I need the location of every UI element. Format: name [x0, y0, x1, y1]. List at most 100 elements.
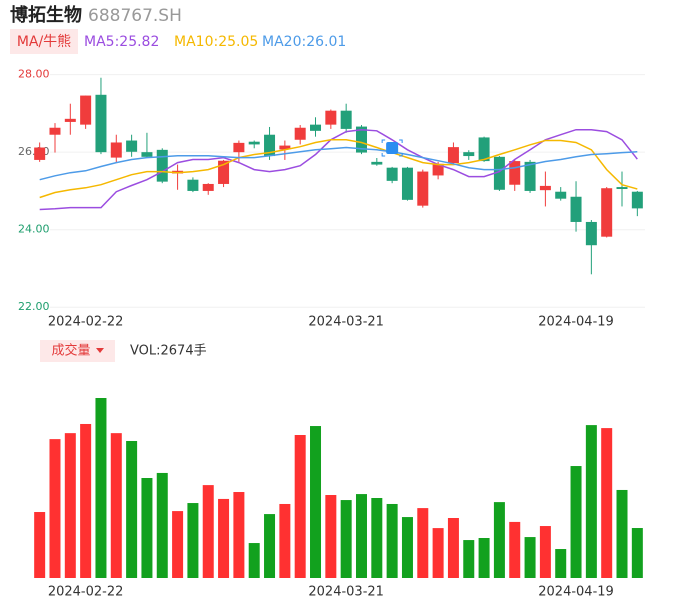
candle-body [585, 221, 597, 246]
candle-body [187, 179, 199, 191]
candle-body [49, 127, 61, 135]
candle-body [156, 149, 168, 182]
volume-bar [202, 485, 214, 578]
volume-dropdown-bg[interactable] [40, 340, 115, 362]
volume-bar [493, 502, 505, 578]
volume-label: VOL:2674手 [130, 344, 207, 359]
volume-bar [126, 440, 138, 578]
ma-line [39, 146, 638, 181]
candle-body [493, 156, 505, 190]
stock-name: 博拓生物 [10, 4, 82, 26]
volume-bar [386, 503, 398, 578]
candle-body [417, 171, 429, 206]
volume-bar [417, 508, 429, 578]
x-tick-label: 2024-03-21 [308, 585, 384, 600]
volume-bar [340, 500, 352, 578]
volume-bar [141, 478, 153, 578]
candle-body [631, 191, 643, 209]
volume-bar [401, 517, 413, 578]
candle-body [570, 196, 582, 222]
volume-bar [432, 528, 444, 578]
volume-bar [478, 538, 490, 578]
volume-bar [218, 498, 230, 578]
candle-body [371, 161, 383, 165]
candle-body [279, 145, 291, 150]
stock-code: 688767.SH [88, 6, 182, 26]
y-tick-label: 22.00 [18, 300, 50, 313]
volume-bar [463, 540, 475, 578]
hover-marker [386, 142, 399, 154]
candle-body [340, 110, 352, 129]
candle-body [539, 185, 551, 191]
legend-entry: MA20:26.01 [262, 34, 346, 50]
legend-entry: MA10:25.05 [174, 34, 258, 50]
volume-bar [447, 518, 459, 578]
candle-body [601, 188, 613, 237]
candle-body [524, 161, 536, 191]
volume-bar [64, 433, 76, 578]
x-tick-label: 2024-02-22 [48, 585, 124, 600]
legend-entry: MA5:25.82 [84, 34, 159, 50]
candle-body [447, 147, 459, 164]
candle-body [478, 137, 490, 162]
candle-body [509, 161, 521, 185]
volume-bar [80, 423, 92, 578]
volume-bar [555, 549, 567, 578]
candle-body [141, 152, 153, 157]
candle-body [432, 163, 444, 176]
volume-dropdown[interactable]: 成交量 [51, 343, 90, 359]
candle-body [401, 167, 413, 200]
volume-bar [156, 472, 168, 578]
volume-bar [310, 426, 322, 578]
indicator-tab[interactable]: MA/牛熊 [17, 34, 71, 50]
x-tick-label: 2024-04-19 [538, 585, 614, 600]
volume-bar [95, 398, 107, 578]
volume-bar [49, 439, 61, 578]
candle-body [80, 95, 92, 125]
candle-body [95, 94, 107, 153]
volume-bar [570, 466, 582, 578]
candle-body [463, 152, 475, 157]
dropdown-arrow[interactable] [96, 348, 104, 353]
volume-bar [110, 433, 122, 578]
volume-bar [279, 503, 291, 578]
candle-body [325, 110, 337, 125]
hover-bracket [381, 139, 403, 157]
candle-body [218, 160, 230, 184]
volume-bar [616, 489, 628, 578]
candle-body [294, 127, 306, 140]
volume-bar [34, 512, 46, 578]
volume-bar [233, 492, 245, 578]
volume-bar [248, 543, 260, 578]
candle-body [110, 142, 122, 158]
volume-bar [172, 511, 184, 578]
volume-bar [524, 537, 536, 578]
candle-body [126, 140, 138, 152]
candle-body [310, 124, 322, 131]
x-tick-label: 2024-02-22 [48, 315, 124, 330]
ma-line [39, 128, 638, 211]
candle-body [386, 167, 398, 181]
candle-body [64, 118, 76, 122]
volume-bar [509, 521, 521, 578]
volume-bar [585, 425, 597, 578]
candle-body [34, 147, 46, 160]
volume-bar [294, 435, 306, 578]
y-tick-label: 24.00 [18, 223, 50, 236]
volume-bar [601, 428, 613, 578]
volume-bar [631, 528, 643, 578]
candle-body [355, 126, 367, 153]
tab-bg[interactable] [10, 29, 78, 54]
x-tick-label: 2024-03-21 [308, 315, 384, 330]
y-tick-label: 28.00 [18, 68, 50, 81]
volume-bar [371, 498, 383, 578]
volume-bar [187, 503, 199, 578]
candle-body [264, 134, 276, 157]
candle-body [555, 191, 567, 199]
ma-line [39, 139, 638, 199]
candle-body [616, 187, 628, 189]
volume-bar [325, 495, 337, 578]
volume-bar [539, 526, 551, 578]
